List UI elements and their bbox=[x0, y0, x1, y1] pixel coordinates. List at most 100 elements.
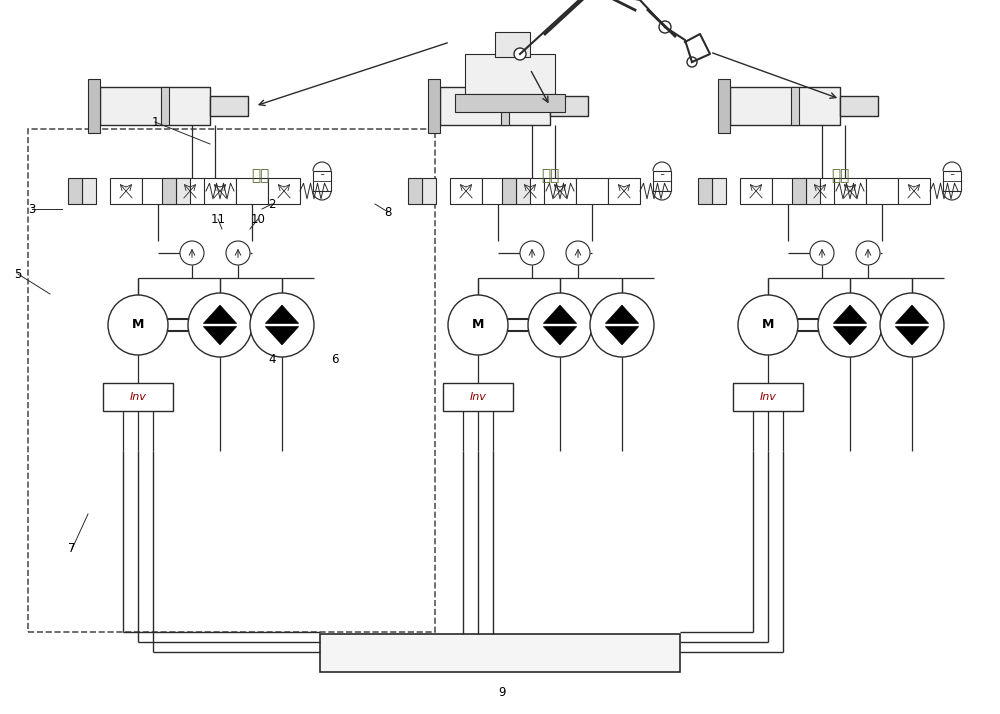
Circle shape bbox=[590, 293, 654, 357]
Polygon shape bbox=[895, 326, 929, 345]
Bar bbox=[544, 178, 576, 204]
Bar bbox=[733, 383, 803, 411]
Polygon shape bbox=[203, 326, 237, 345]
Bar bbox=[268, 178, 300, 204]
Circle shape bbox=[810, 241, 834, 265]
Bar bbox=[502, 178, 516, 204]
Polygon shape bbox=[605, 326, 639, 345]
Bar bbox=[790, 87, 799, 125]
Bar bbox=[422, 178, 436, 204]
Circle shape bbox=[514, 48, 526, 60]
Text: 9: 9 bbox=[498, 685, 506, 698]
Bar bbox=[103, 383, 173, 411]
Bar bbox=[495, 32, 530, 57]
Polygon shape bbox=[203, 305, 237, 323]
Text: Inv: Inv bbox=[760, 392, 776, 402]
Text: Inv: Inv bbox=[470, 392, 486, 402]
Bar bbox=[82, 178, 96, 204]
Text: 10: 10 bbox=[251, 213, 265, 226]
Text: M: M bbox=[762, 318, 774, 331]
Circle shape bbox=[250, 293, 314, 357]
Bar bbox=[718, 79, 730, 133]
Text: Inv: Inv bbox=[130, 392, 146, 402]
Polygon shape bbox=[265, 305, 299, 323]
Bar bbox=[806, 178, 820, 204]
Bar bbox=[730, 87, 840, 125]
Bar bbox=[516, 178, 530, 204]
Bar bbox=[100, 87, 210, 125]
Text: 2: 2 bbox=[268, 198, 276, 211]
Bar bbox=[408, 178, 422, 204]
Bar bbox=[653, 171, 671, 191]
Text: 11: 11 bbox=[211, 213, 226, 226]
Text: 7: 7 bbox=[68, 543, 76, 555]
Circle shape bbox=[880, 293, 944, 357]
Circle shape bbox=[856, 241, 880, 265]
Text: ─: ─ bbox=[950, 173, 954, 178]
Bar bbox=[772, 178, 804, 204]
Bar bbox=[866, 178, 898, 204]
Bar bbox=[740, 178, 772, 204]
Bar bbox=[576, 178, 608, 204]
Bar bbox=[236, 178, 268, 204]
Bar bbox=[465, 54, 555, 94]
Polygon shape bbox=[833, 326, 867, 345]
Text: 锶斗: 锶斗 bbox=[541, 169, 559, 183]
Circle shape bbox=[687, 57, 697, 67]
Bar bbox=[834, 178, 866, 204]
Bar bbox=[804, 178, 836, 204]
Bar bbox=[550, 96, 588, 116]
Circle shape bbox=[566, 241, 590, 265]
Bar bbox=[443, 383, 513, 411]
Bar bbox=[160, 87, 169, 125]
Text: ─: ─ bbox=[660, 173, 664, 178]
Circle shape bbox=[528, 293, 592, 357]
Polygon shape bbox=[543, 326, 577, 345]
Bar bbox=[68, 178, 82, 204]
Bar bbox=[210, 96, 248, 116]
Bar bbox=[943, 171, 961, 191]
Bar bbox=[142, 178, 174, 204]
Text: 8: 8 bbox=[384, 206, 392, 218]
Bar bbox=[450, 178, 482, 204]
Bar bbox=[320, 634, 680, 672]
Bar bbox=[176, 178, 190, 204]
Bar bbox=[482, 178, 514, 204]
Text: 5: 5 bbox=[14, 268, 22, 281]
Text: 动臂: 动臂 bbox=[251, 169, 269, 183]
Bar bbox=[898, 178, 930, 204]
Circle shape bbox=[180, 241, 204, 265]
Polygon shape bbox=[543, 305, 577, 323]
Bar bbox=[501, 87, 509, 125]
Text: 4: 4 bbox=[268, 353, 276, 366]
Text: 3: 3 bbox=[28, 203, 36, 216]
Bar bbox=[428, 79, 440, 133]
Bar bbox=[514, 178, 546, 204]
Polygon shape bbox=[265, 326, 299, 345]
Circle shape bbox=[520, 241, 544, 265]
Circle shape bbox=[226, 241, 250, 265]
Circle shape bbox=[659, 21, 671, 33]
Circle shape bbox=[188, 293, 252, 357]
Text: ─: ─ bbox=[320, 173, 324, 178]
Bar bbox=[174, 178, 206, 204]
Text: M: M bbox=[132, 318, 144, 331]
Bar bbox=[204, 178, 236, 204]
Bar bbox=[440, 87, 550, 125]
Circle shape bbox=[448, 295, 508, 355]
Text: M: M bbox=[472, 318, 484, 331]
Bar bbox=[110, 178, 142, 204]
Circle shape bbox=[818, 293, 882, 357]
Bar bbox=[313, 171, 331, 191]
Polygon shape bbox=[605, 305, 639, 323]
Text: 斗杆: 斗杆 bbox=[831, 169, 849, 183]
Bar bbox=[28, 129, 435, 632]
Polygon shape bbox=[833, 305, 867, 323]
Bar bbox=[698, 178, 712, 204]
Text: 1: 1 bbox=[151, 116, 159, 129]
Bar bbox=[792, 178, 806, 204]
Bar bbox=[455, 94, 565, 112]
Bar bbox=[162, 178, 176, 204]
Bar bbox=[88, 79, 100, 133]
Circle shape bbox=[738, 295, 798, 355]
